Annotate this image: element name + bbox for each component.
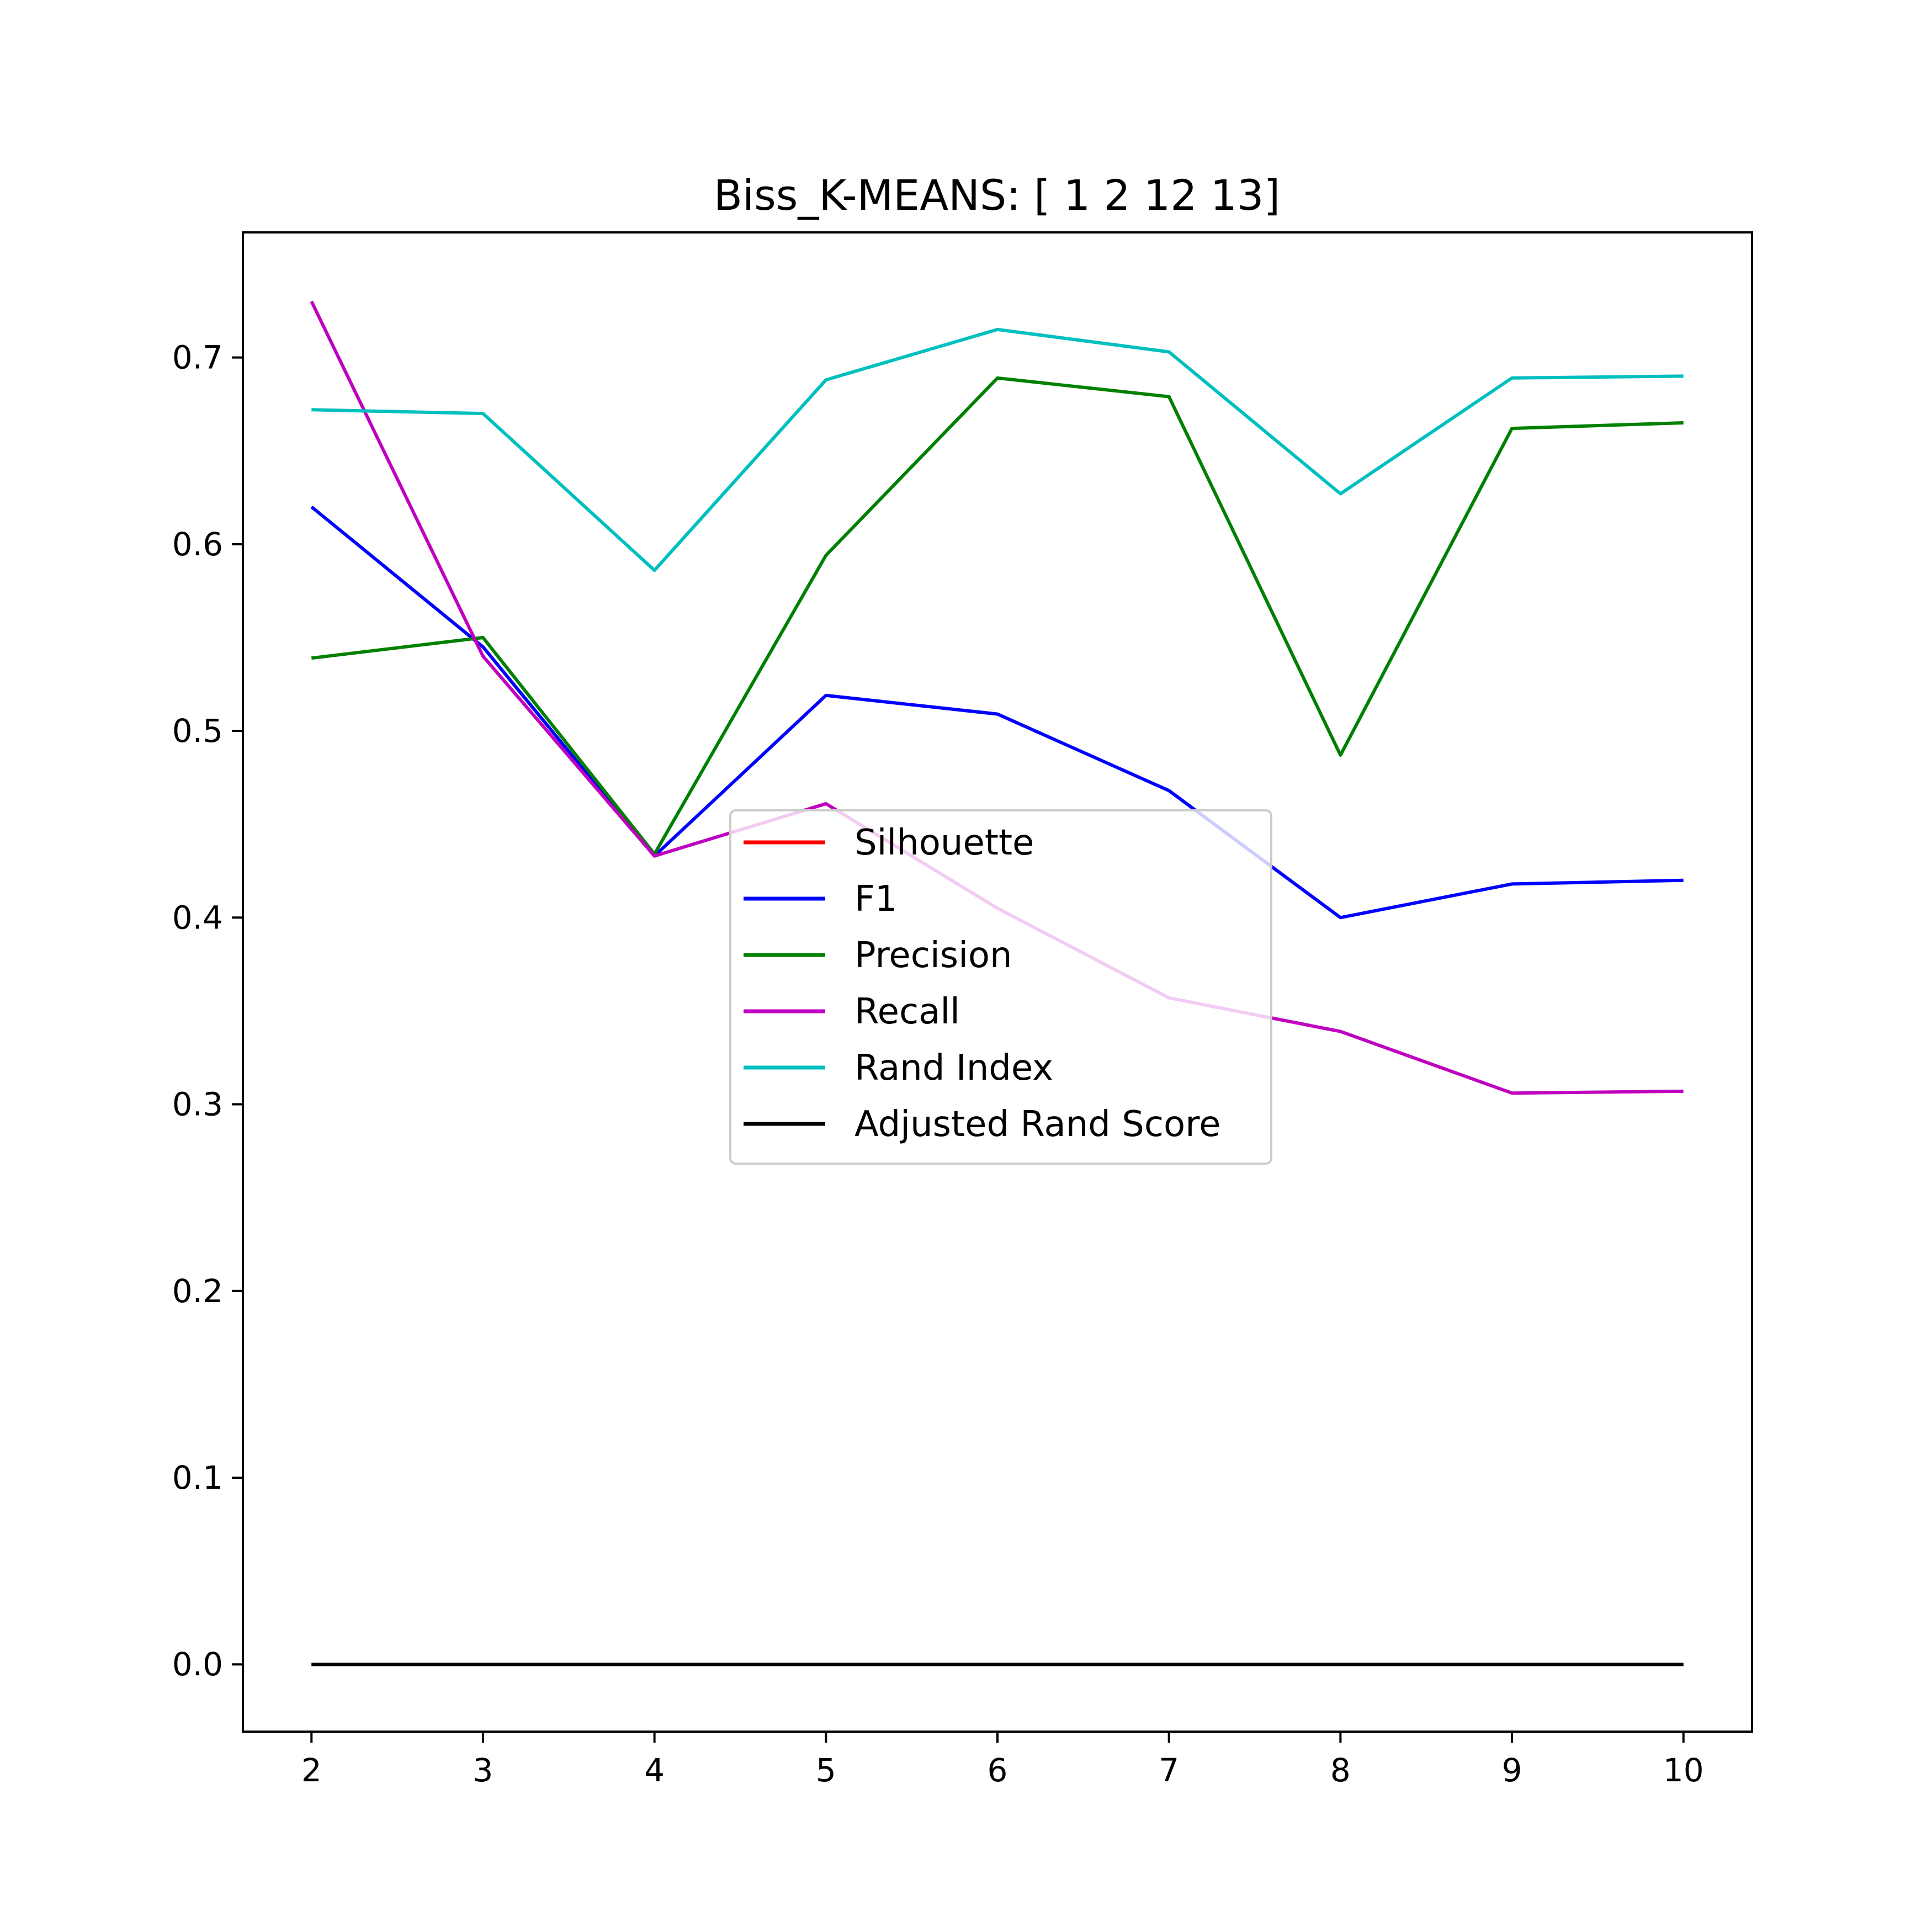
y-tick-label: 0.6 [172, 526, 223, 563]
series-line-rand-index [311, 327, 1684, 572]
plot-frame [242, 231, 1753, 1733]
x-tick-label: 6 [988, 1751, 1008, 1789]
legend-label: Silhouette [854, 822, 1034, 863]
y-tick-label: 0.3 [172, 1086, 223, 1123]
legend-label: F1 [854, 879, 898, 920]
y-tick-label: 0.1 [172, 1459, 223, 1496]
chart-title: Biss_K-MEANS: [ 1 2 12 13] [714, 171, 1280, 220]
y-tick-label: 0.0 [172, 1646, 223, 1683]
y-axis: 0.0 0.1 0.2 0.3 0.4 0.5 0.6 0.7 [172, 339, 243, 1683]
y-tick-label: 0.4 [172, 899, 223, 936]
x-tick-label: 5 [816, 1751, 836, 1789]
x-tick-label: 8 [1330, 1751, 1351, 1789]
legend-box [729, 809, 1272, 1165]
x-tick-label: 10 [1663, 1751, 1704, 1789]
x-tick-label: 4 [644, 1751, 665, 1789]
legend-label: Adjusted Rand Score [854, 1104, 1220, 1145]
series-line-precision [311, 376, 1684, 856]
y-tick-label: 0.5 [172, 712, 223, 750]
x-tick-label: 9 [1502, 1751, 1522, 1789]
series-line-f1 [310, 505, 1684, 920]
legend-label: Recall [854, 991, 960, 1032]
legend-label: Rand Index [854, 1048, 1053, 1089]
y-tick-label: 0.2 [172, 1272, 223, 1310]
legend-label: Precision [854, 935, 1012, 976]
x-axis: 2 3 4 5 6 7 8 9 10 [301, 1732, 1704, 1789]
x-tick-label: 7 [1159, 1751, 1179, 1789]
legend: Silhouette F1 Precision Recall Rand Index Adj… [729, 809, 1272, 1165]
y-tick-label: 0.7 [172, 339, 223, 376]
x-tick-label: 3 [473, 1751, 493, 1789]
x-tick-label: 2 [301, 1751, 322, 1789]
